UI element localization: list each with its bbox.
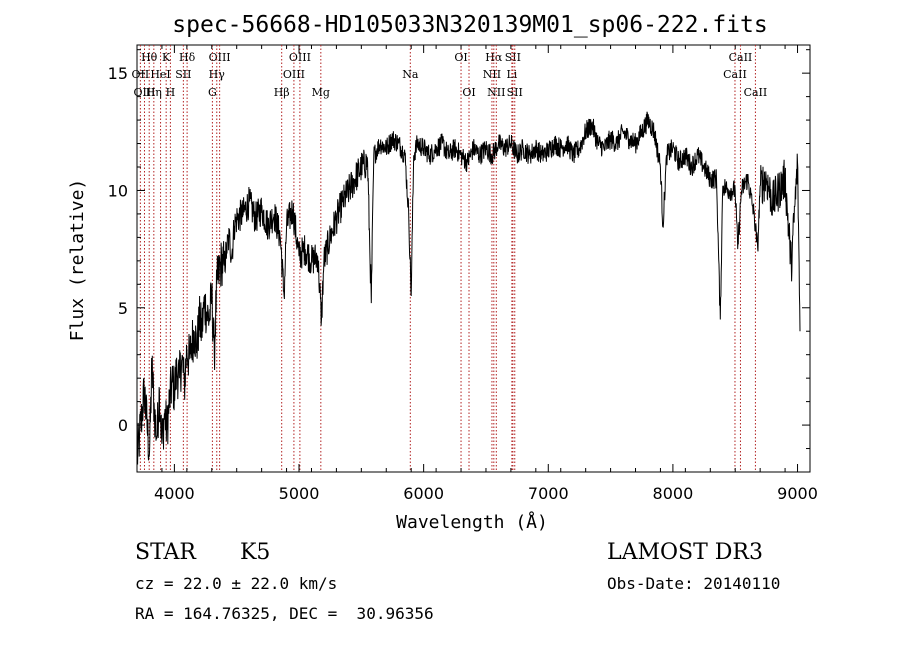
coordinates: RA = 164.76325, DEC = 30.96356 [135,604,434,623]
spectral-line-label: OIII [133,86,155,99]
spectral-line-label: Mg [312,86,330,99]
spectral-line-label: Hγ [209,68,226,81]
y-tick-label: 15 [108,64,128,83]
spectrum-line [136,111,801,465]
spectral-line-label: OI [454,51,467,64]
spectral-line-label: Li [506,68,517,81]
spectral-line-label: Na [402,68,419,81]
x-tick-label: 8000 [653,484,694,503]
spectral-line-label: Hη [146,86,162,99]
spectral-line-label: K [162,51,171,64]
y-tick-label: 0 [118,416,128,435]
spectral-line-label: SII [507,86,523,99]
spectral-line-label: Hβ [274,86,290,99]
spectral-line-label: CaII [744,86,768,99]
spectral-line-label: SII [175,68,191,81]
spectral-line-label: OII [132,68,150,81]
x-tick-label: 6000 [403,484,444,503]
x-tick-label: 7000 [528,484,569,503]
spectral-line-label: NII [487,86,505,99]
spectral-line-label: Hδ [179,51,196,64]
y-tick-label: 10 [108,181,128,200]
spectral-line-label: CaII [723,68,747,81]
plot-frame [136,44,811,473]
y-tick-label: 5 [118,299,128,318]
x-tick-label: 5000 [279,484,320,503]
x-axis-label: Wavelength (Å) [396,511,548,533]
spectral-line-label: NII [483,68,501,81]
spectral-line-label: OIII [289,51,311,64]
spectral-line-label: Hθ [141,51,158,64]
object-subclass: K5 [240,540,271,565]
spectral-line-label: Hα [485,51,503,64]
redshift-text: cz = 22.0 ± 22.0 km/s [135,574,338,593]
y-axis-label: Flux (relative) [67,179,88,342]
spectral-line-label: OIII [209,51,231,64]
spectral-line-label: HeI [150,68,170,81]
spectral-line-label: G [208,86,217,99]
spectral-line-label: OI [462,86,475,99]
obs-date: Obs-Date: 20140110 [607,574,781,593]
spectral-line-label: CaII [729,51,753,64]
spectral-line-label: H [166,86,176,99]
spectral-line-label: SII [505,51,521,64]
object-class: STAR [135,540,196,565]
axis-ticks: 4000 5000 6000 7000 8000 9000 0 5 10 15 [108,45,818,503]
spectral-line-label: OIII [283,68,305,81]
x-tick-label: 4000 [154,484,195,503]
chart-title: spec-56668-HD105033N320139M01_sp06-222.f… [172,12,767,38]
x-tick-label: 9000 [777,484,818,503]
survey-name: LAMOST DR3 [607,540,763,565]
